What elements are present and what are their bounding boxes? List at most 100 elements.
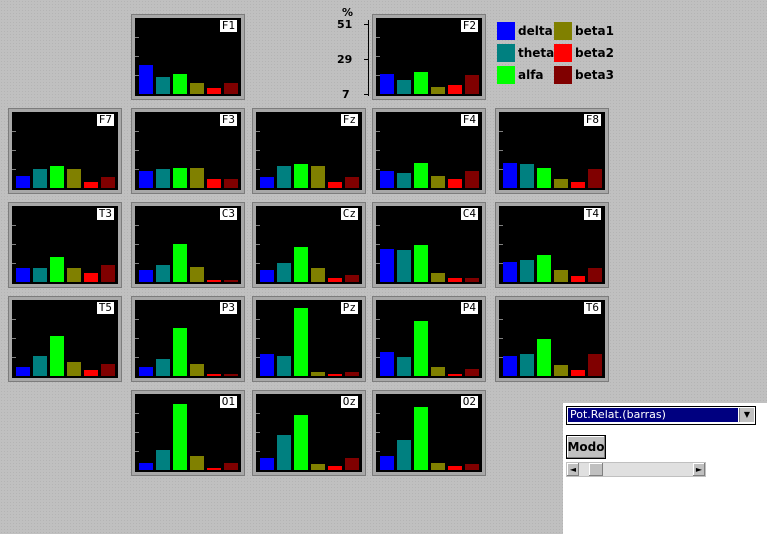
gridline-tick — [256, 169, 260, 170]
top-edge-strip — [430, 0, 767, 3]
bar-beta1 — [67, 362, 81, 376]
bar-theta — [33, 169, 47, 188]
electrode-panel-t3: T3 — [8, 202, 122, 288]
bar-beta2 — [448, 179, 462, 188]
electrode-panel-f7: F7 — [8, 108, 122, 194]
legend-swatch — [497, 66, 515, 84]
bar-beta3 — [465, 171, 479, 188]
electrode-label: Cz — [340, 207, 358, 220]
bar-plot-area: Pz — [256, 300, 362, 378]
electrode-label: C3 — [219, 207, 237, 220]
bar-beta2 — [571, 370, 585, 376]
gridline-tick — [376, 413, 380, 414]
electrode-label: Pz — [340, 301, 358, 314]
bar-beta3 — [101, 265, 115, 282]
bar-plot-area: F8 — [499, 112, 605, 190]
bar-beta3 — [345, 458, 359, 470]
bar-delta — [503, 356, 517, 376]
gridline-tick — [256, 357, 260, 358]
arrow-right-icon[interactable]: ► — [693, 463, 705, 476]
legend-label: delta — [518, 24, 553, 38]
electrode-panel-p3: P3 — [131, 296, 245, 382]
legend-label: beta1 — [575, 24, 614, 38]
bar-beta1 — [311, 372, 325, 376]
bar-theta — [520, 164, 534, 188]
legend-swatch — [554, 44, 572, 62]
gridline-tick — [135, 225, 139, 226]
bar-theta — [277, 435, 291, 470]
bar-delta — [380, 171, 394, 188]
bar-theta — [33, 356, 47, 376]
bar-alfa — [173, 328, 187, 376]
electrode-label: F4 — [460, 113, 478, 126]
bar-beta1 — [311, 166, 325, 188]
control-area: Pot.Relat.(barras) ▼ Modo ◄ ► — [563, 403, 767, 534]
scrollbar-thumb[interactable] — [589, 463, 603, 476]
bar-plot-area: F1 — [135, 18, 241, 96]
bar-beta1 — [190, 456, 204, 470]
bar-beta3 — [101, 364, 115, 376]
bar-delta — [139, 463, 153, 470]
bar-alfa — [414, 407, 428, 470]
bar-beta3 — [224, 83, 238, 94]
gridline-tick — [376, 338, 380, 339]
bar-theta — [397, 440, 411, 470]
electrode-panel-t6: T6 — [495, 296, 609, 382]
bar-alfa — [414, 72, 428, 94]
legend-label: theta — [518, 46, 555, 60]
electrode-label: O2 — [460, 395, 478, 408]
bar-theta — [156, 450, 170, 470]
bar-delta — [503, 262, 517, 282]
axis-line — [368, 20, 369, 96]
arrow-left-icon[interactable]: ◄ — [567, 463, 579, 476]
bar-beta3 — [345, 177, 359, 188]
bar-beta1 — [431, 367, 445, 376]
bar-beta2 — [571, 182, 585, 188]
gridline-tick — [499, 319, 503, 320]
bar-beta1 — [190, 267, 204, 282]
bar-beta2 — [207, 468, 221, 470]
axis-tickmark — [364, 24, 369, 25]
gridline-tick — [376, 244, 380, 245]
bar-alfa — [537, 339, 551, 376]
bar-beta1 — [431, 176, 445, 188]
electrode-label: F7 — [96, 113, 114, 126]
bar-beta1 — [431, 463, 445, 470]
bar-beta1 — [190, 364, 204, 376]
bar-beta2 — [207, 179, 221, 188]
bar-beta2 — [448, 466, 462, 470]
bar-theta — [397, 80, 411, 94]
gridline-tick — [256, 432, 260, 433]
bar-plot-area: P4 — [376, 300, 482, 378]
bar-plot-area: T4 — [499, 206, 605, 284]
gridline-tick — [376, 37, 380, 38]
bar-beta2 — [448, 85, 462, 94]
bar-theta — [156, 77, 170, 94]
gridline-tick — [256, 451, 260, 452]
bar-beta3 — [465, 75, 479, 94]
gridline-tick — [135, 131, 139, 132]
gridline-tick — [499, 338, 503, 339]
electrode-panel-c3: C3 — [131, 202, 245, 288]
horizontal-scrollbar[interactable]: ◄ ► — [566, 462, 706, 477]
electrode-panel-t4: T4 — [495, 202, 609, 288]
mode-button[interactable]: Modo — [566, 435, 606, 459]
electrode-panel-f4: F4 — [372, 108, 486, 194]
bar-delta — [139, 367, 153, 376]
gridline-tick — [499, 263, 503, 264]
legend-label: beta3 — [575, 68, 614, 82]
electrode-label: F8 — [583, 113, 601, 126]
bar-plot-area: Cz — [256, 206, 362, 284]
bar-beta1 — [190, 83, 204, 94]
gridline-tick — [376, 131, 380, 132]
gridline-tick — [12, 225, 16, 226]
mode-select[interactable]: Pot.Relat.(barras) ▼ — [566, 406, 756, 425]
gridline-tick — [135, 169, 139, 170]
bar-beta2 — [207, 88, 221, 94]
chevron-down-icon[interactable]: ▼ — [739, 408, 754, 422]
bar-beta2 — [448, 374, 462, 376]
electrode-panel-oz: Oz — [252, 390, 366, 476]
electrode-panel-cz: Cz — [252, 202, 366, 288]
gridline-tick — [12, 169, 16, 170]
electrode-label: F3 — [219, 113, 237, 126]
